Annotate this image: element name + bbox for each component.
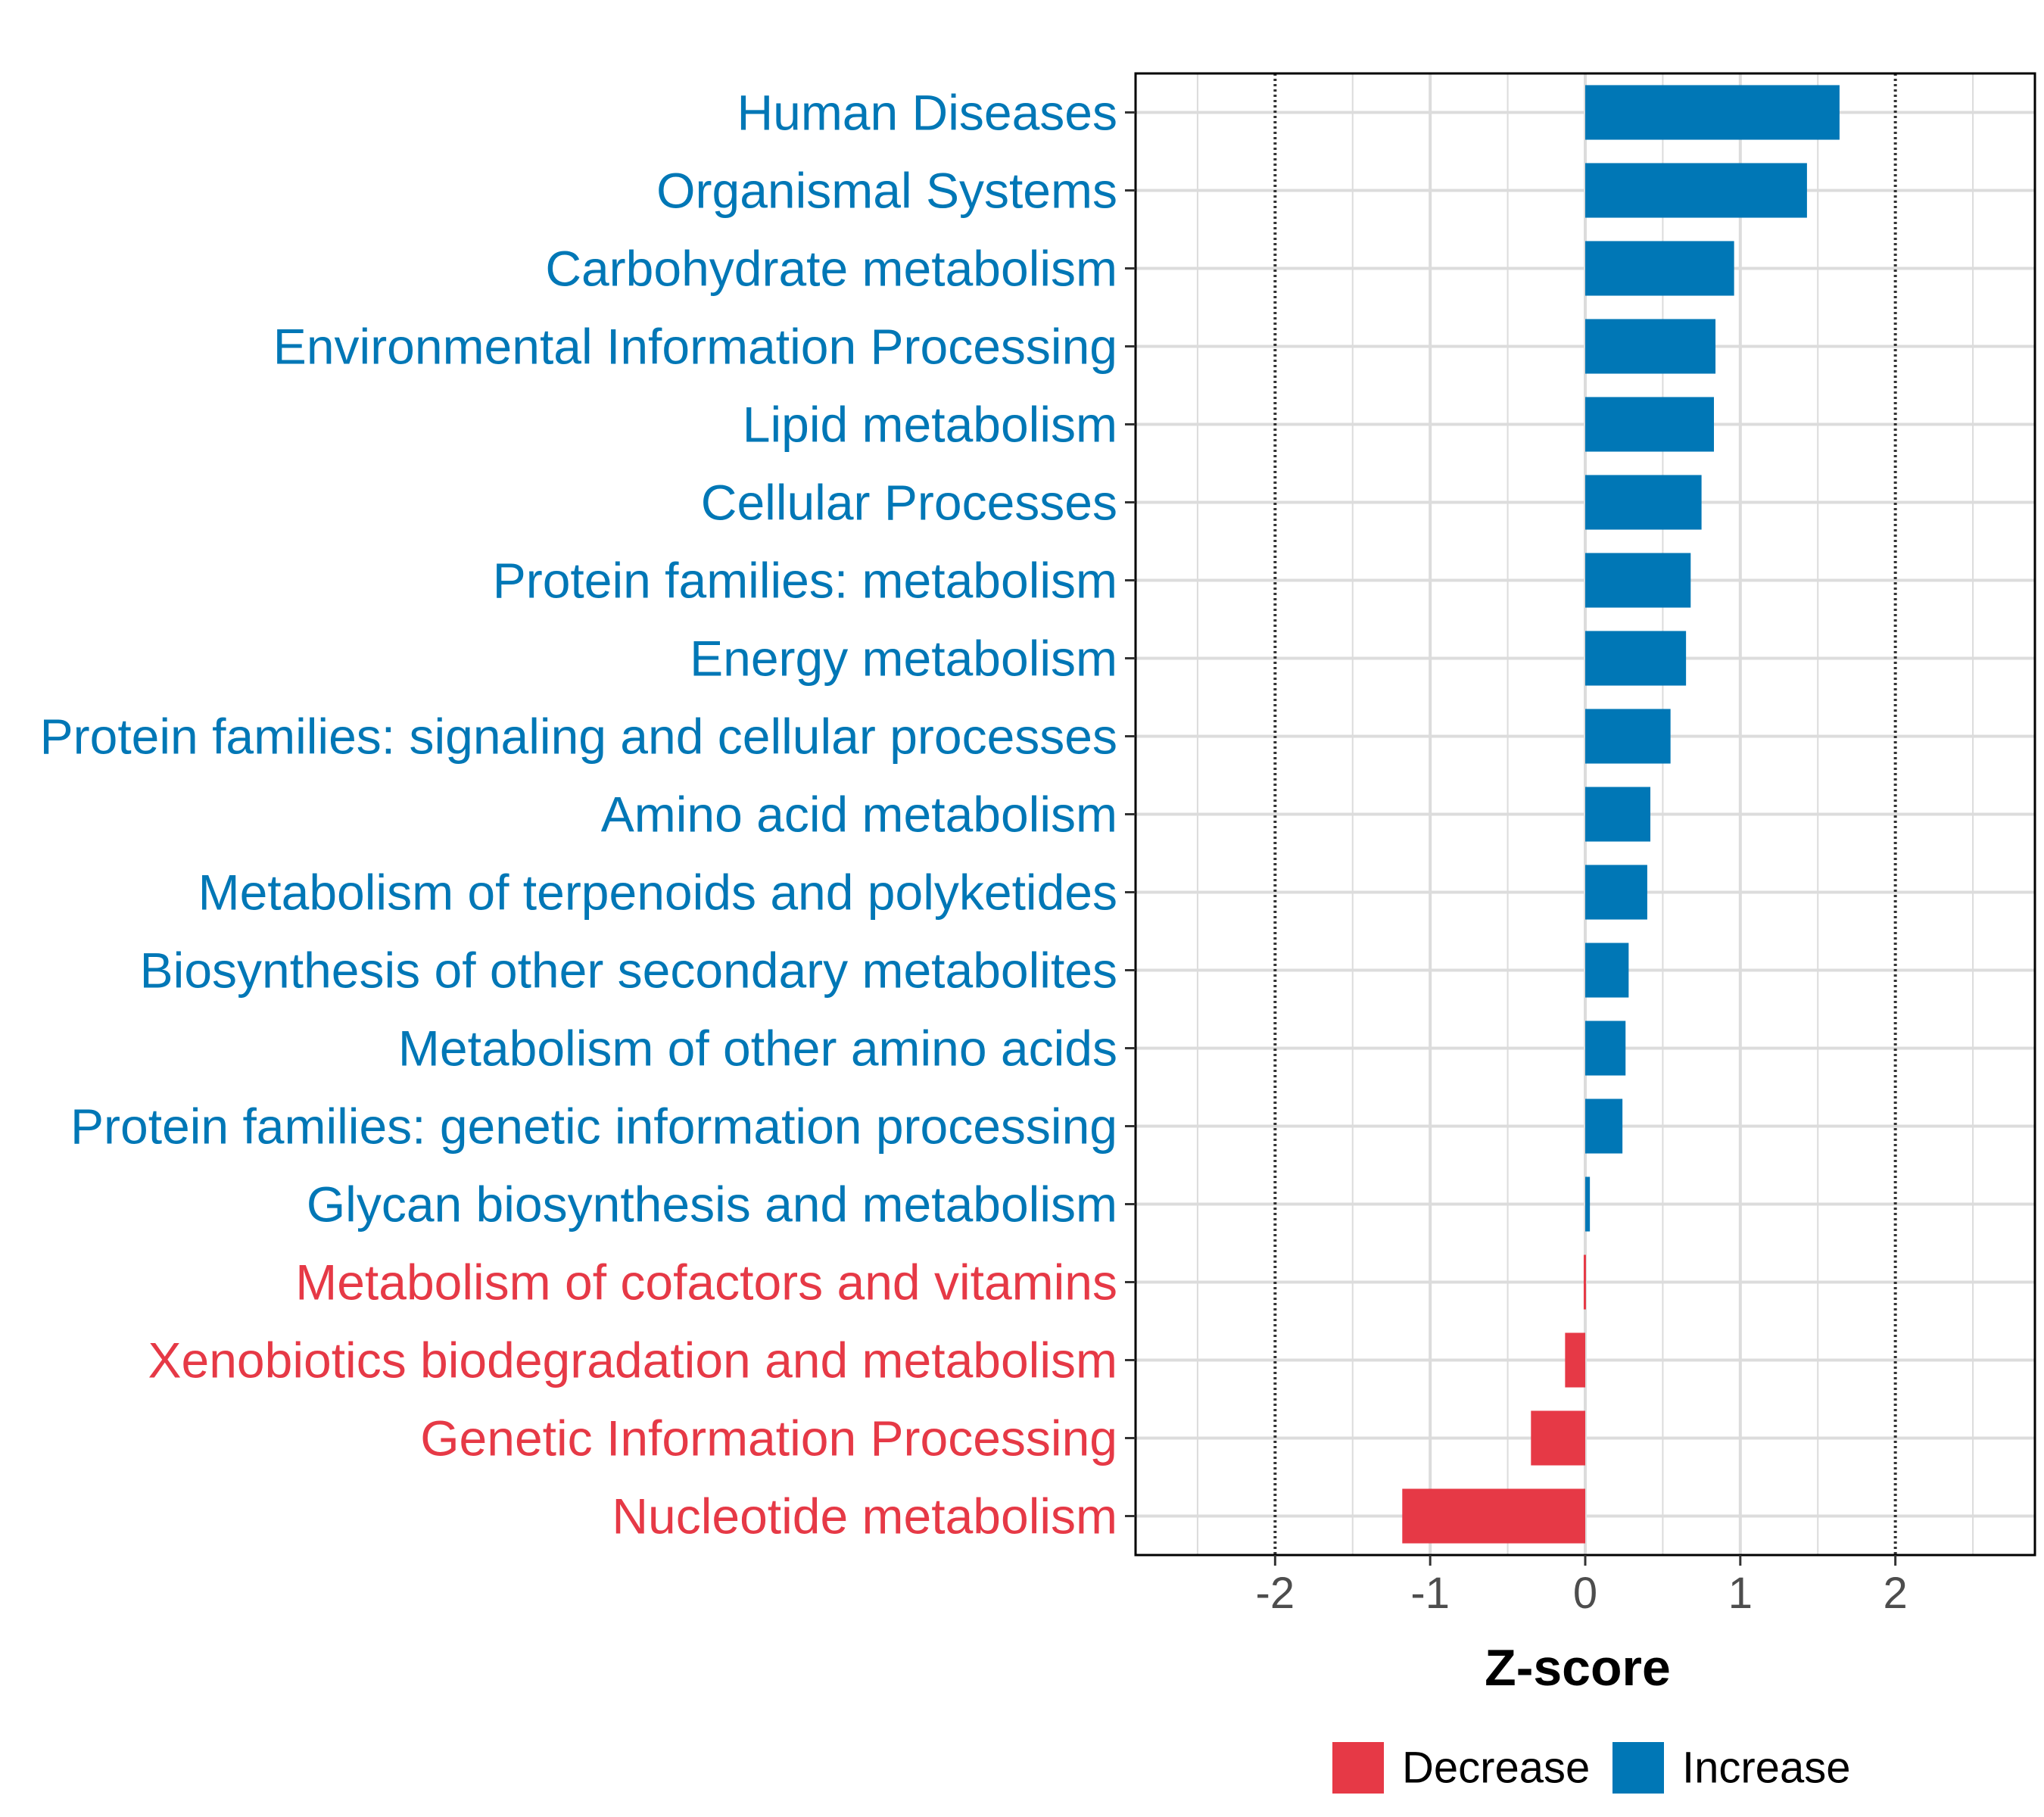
y-axis-labels: Human Diseases Organismal Systems Carbohyd… [40,85,1117,1544]
category-label: Nucleotide metabolism [612,1488,1117,1544]
category-label: Biosynthesis of other secondary metaboli… [140,943,1117,999]
bar [1585,553,1691,608]
x-tick-label: 0 [1573,1569,1597,1618]
bar [1531,1410,1585,1466]
category-label: Energy metabolism [690,631,1117,687]
category-label: Metabolism of other amino acids [398,1021,1117,1077]
bars [1402,85,1840,1544]
bar [1565,1332,1585,1388]
bar [1402,1488,1585,1544]
legend-label: Increase [1682,1744,1850,1793]
category-label: Human Diseases [737,85,1117,141]
category-label: Lipid metabolism [743,397,1117,453]
bar [1585,85,1840,140]
legend-label: Decrease [1402,1744,1590,1793]
legend-swatch [1332,1742,1384,1794]
category-label: Xenobiotics biodegradation and metabolis… [148,1332,1118,1388]
bar [1585,1099,1623,1154]
x-tick-label: -1 [1410,1569,1450,1618]
category-label: Carbohydrate metabolism [545,241,1117,297]
bar [1585,709,1671,764]
bar [1583,1254,1586,1310]
x-axis-title: Z-score [1485,1639,1671,1697]
y-axis-ticks [1125,111,1136,1517]
category-label: Protein families: metabolism [493,553,1117,609]
category-label: Protein families: signaling and cellular… [40,709,1117,765]
bar [1585,319,1716,374]
x-tick-label: 1 [1728,1569,1753,1618]
bar [1585,631,1687,686]
category-label: Environmental Information Processing [273,319,1117,375]
bar [1585,397,1715,452]
bar [1585,475,1702,530]
category-label: Amino acid metabolism [601,787,1117,843]
category-label: Genetic Information Processing [420,1410,1117,1466]
x-axis-ticks [1273,1555,1897,1566]
category-label: Protein families: genetic information pr… [70,1099,1117,1155]
bar [1585,241,1734,296]
bar [1585,943,1629,998]
x-tick-label: -2 [1256,1569,1295,1618]
bar [1585,1177,1591,1232]
category-label: Metabolism of cofactors and vitamins [295,1254,1117,1311]
category-label: Cellular Processes [701,475,1117,531]
bar [1585,163,1807,218]
x-axis-tick-labels: -2 -1 0 1 2 [1256,1569,1908,1618]
category-label: Glycan biosynthesis and metabolism [307,1177,1117,1233]
bar [1585,1021,1626,1076]
x-tick-label: 2 [1884,1569,1908,1618]
bar [1585,865,1647,920]
category-label: Metabolism of terpenoids and polyketides [198,865,1117,921]
category-label: Organismal Systems [656,163,1117,219]
legend-swatch [1612,1742,1664,1794]
legend: Decrease Increase [1332,1742,1850,1794]
bar [1585,787,1651,842]
